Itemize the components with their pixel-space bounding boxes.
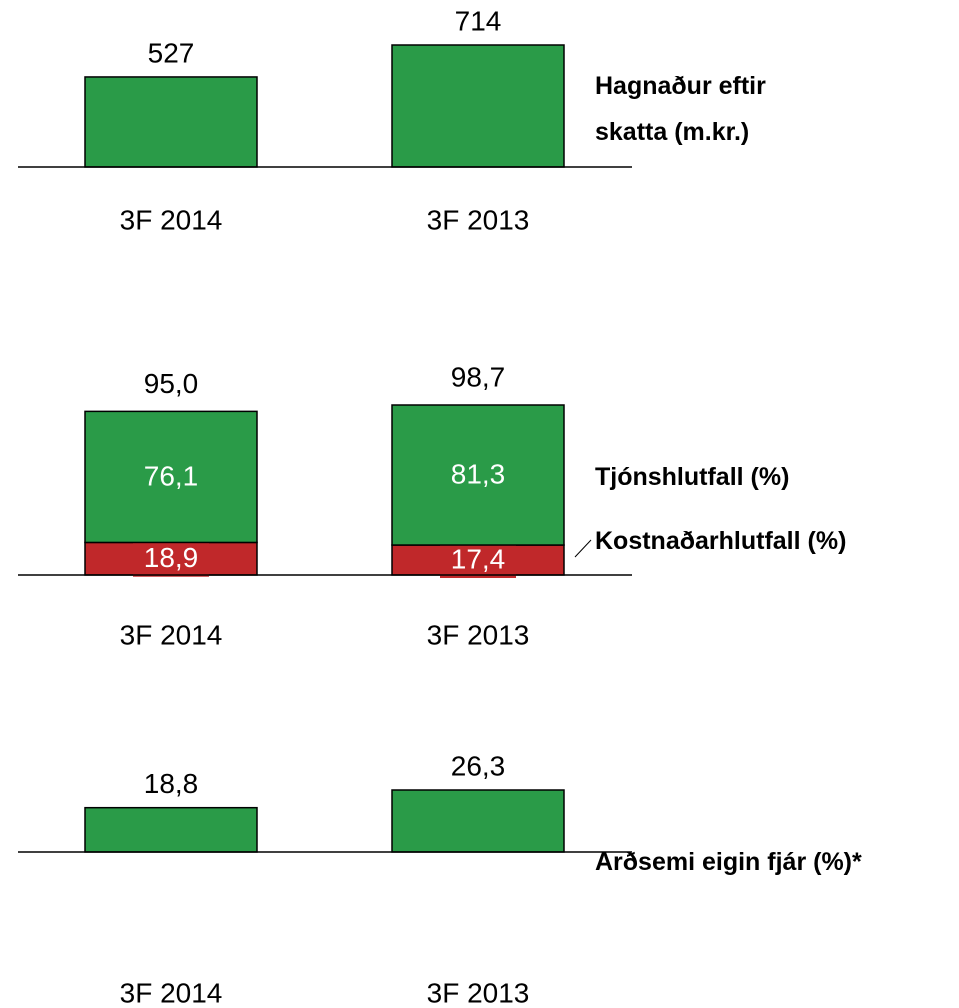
bar bbox=[391, 44, 565, 168]
leader-line bbox=[574, 539, 592, 558]
total-label: 95,0 bbox=[144, 368, 199, 399]
x-tick-label: 3F 2014 bbox=[120, 204, 223, 235]
x-tick-label: 3F 2014 bbox=[120, 619, 223, 650]
bar bbox=[391, 789, 565, 853]
value-label: 26,3 bbox=[451, 750, 506, 781]
x-tick-label: 3F 2013 bbox=[427, 204, 530, 235]
value-label: 76,1 bbox=[144, 460, 199, 491]
value-label: 81,3 bbox=[451, 458, 506, 489]
value-label: 18,9 bbox=[144, 542, 199, 573]
x-tick-label: 3F 2013 bbox=[427, 619, 530, 650]
bar bbox=[84, 806, 258, 853]
series-label: Tjónshlutfall (%) bbox=[595, 463, 790, 491]
value-label: 527 bbox=[148, 37, 195, 68]
bar-segment bbox=[391, 404, 565, 546]
value-label-box bbox=[440, 544, 516, 579]
value-label: 714 bbox=[455, 5, 502, 36]
value-label: 17,4 bbox=[451, 543, 506, 574]
bar bbox=[84, 76, 258, 168]
series-label: Kostnaðarhlutfall (%) bbox=[595, 527, 847, 555]
total-label: 98,7 bbox=[451, 361, 506, 392]
x-tick-label: 3F 2013 bbox=[427, 977, 530, 1008]
series-label: Arðsemi eigin fjár (%)* bbox=[595, 848, 862, 876]
value-label: 18,8 bbox=[144, 768, 199, 799]
series-label: Hagnaður eftir skatta (m.kr.) bbox=[595, 72, 766, 146]
value-label-box bbox=[133, 542, 209, 577]
x-tick-label: 3F 2014 bbox=[120, 977, 223, 1008]
bar-segment bbox=[84, 410, 258, 544]
